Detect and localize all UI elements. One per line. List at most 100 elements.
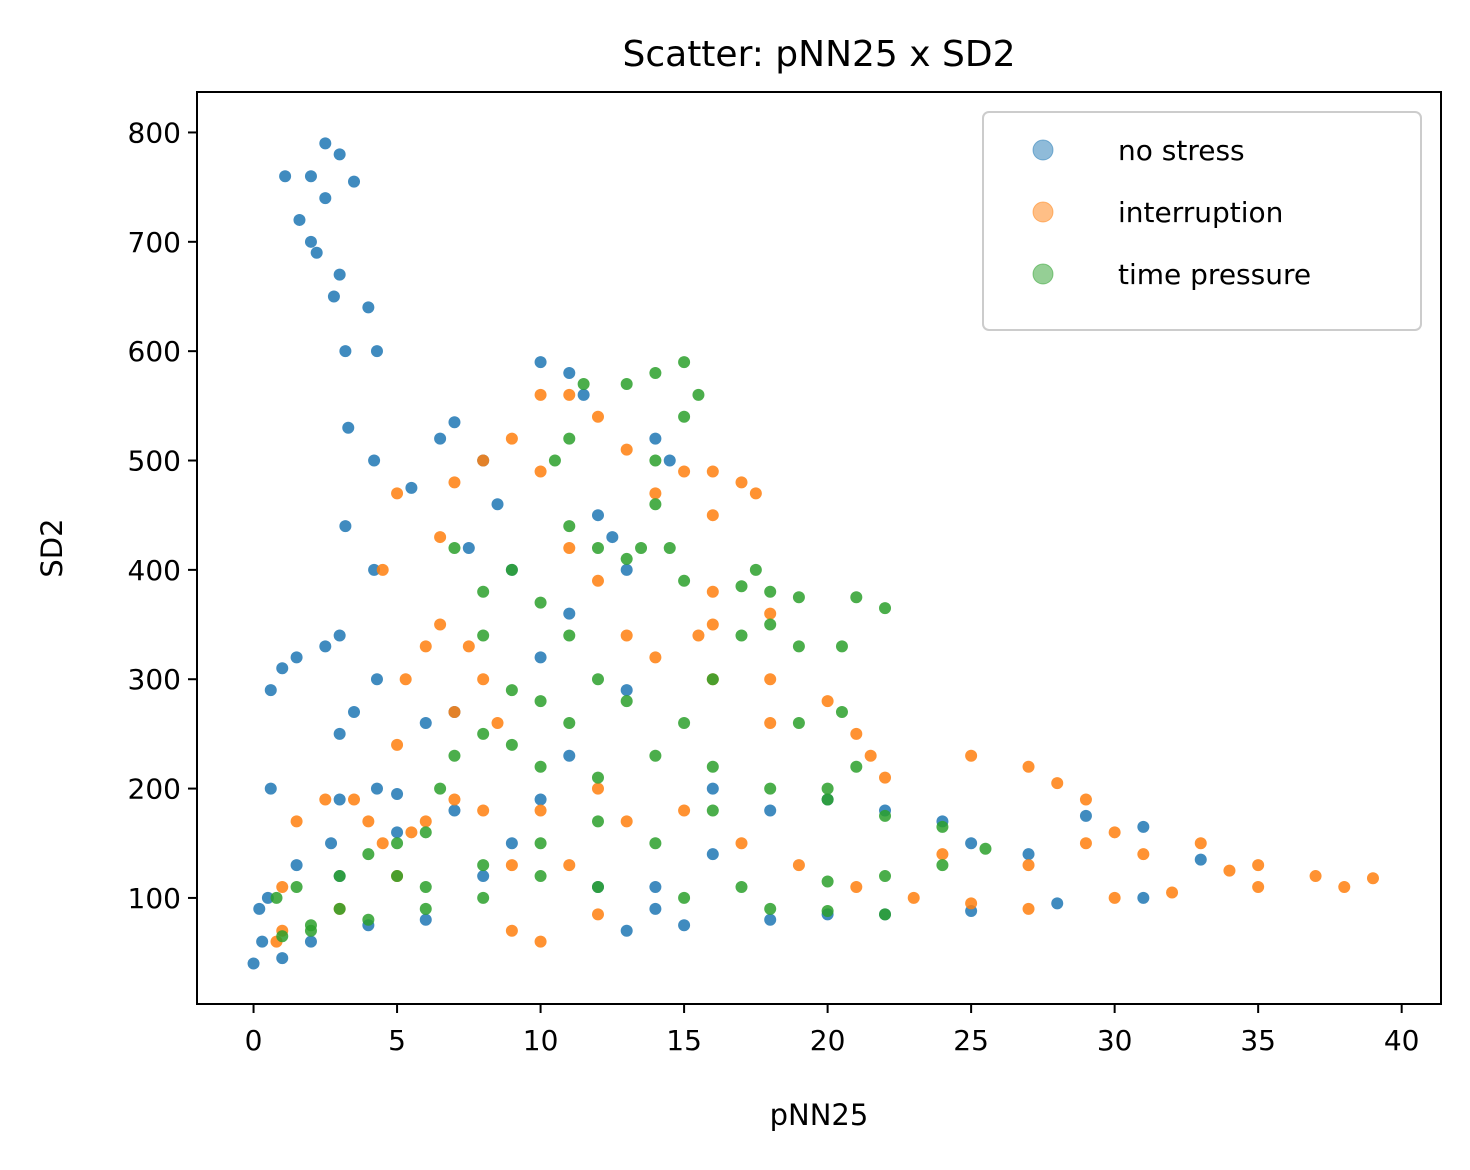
point <box>620 924 633 937</box>
point <box>764 618 777 631</box>
point <box>391 738 404 751</box>
point <box>792 640 805 653</box>
point <box>319 137 332 150</box>
point <box>1137 891 1150 904</box>
point <box>678 356 691 369</box>
point <box>376 563 389 576</box>
point <box>936 820 949 833</box>
point <box>419 880 432 893</box>
point <box>936 859 949 872</box>
point <box>348 175 361 188</box>
point <box>370 782 383 795</box>
point <box>534 695 547 708</box>
point <box>534 388 547 401</box>
point <box>563 716 576 729</box>
point <box>678 410 691 423</box>
point <box>563 859 576 872</box>
point <box>1051 777 1064 790</box>
legend-marker <box>1032 139 1054 161</box>
point <box>591 782 604 795</box>
point <box>256 935 269 948</box>
point <box>391 487 404 500</box>
point <box>936 848 949 861</box>
point <box>477 629 490 642</box>
point <box>448 706 461 719</box>
point <box>678 891 691 904</box>
point <box>965 749 978 762</box>
point <box>333 148 346 161</box>
point <box>448 416 461 429</box>
point <box>505 684 518 697</box>
point <box>319 793 332 806</box>
point <box>477 804 490 817</box>
y-tick-label: 600 <box>128 335 181 368</box>
point <box>462 640 475 653</box>
point <box>1051 897 1064 910</box>
point <box>304 919 317 932</box>
point <box>276 930 289 943</box>
point <box>620 695 633 708</box>
point <box>348 706 361 719</box>
point <box>325 837 338 850</box>
point <box>264 684 277 697</box>
legend-label: no stress <box>1118 134 1245 167</box>
point <box>1022 848 1035 861</box>
point <box>276 952 289 965</box>
y-tick-label: 300 <box>128 663 181 696</box>
point <box>290 859 303 872</box>
x-tick-label: 10 <box>523 1024 559 1057</box>
point <box>362 301 375 314</box>
point <box>434 782 447 795</box>
point <box>678 465 691 478</box>
point <box>749 563 762 576</box>
point <box>649 367 662 380</box>
point <box>448 804 461 817</box>
point <box>1309 870 1322 883</box>
point <box>1137 820 1150 833</box>
point <box>606 531 619 544</box>
x-tick-label: 15 <box>666 1024 702 1057</box>
point <box>663 542 676 554</box>
x-tick-label: 35 <box>1240 1024 1276 1057</box>
point <box>591 771 604 784</box>
point <box>419 913 432 926</box>
point <box>1022 859 1035 872</box>
point <box>635 542 648 554</box>
point <box>649 651 662 664</box>
point <box>261 891 274 904</box>
point <box>735 837 748 850</box>
point <box>419 815 432 828</box>
point <box>505 432 518 445</box>
point <box>477 891 490 904</box>
point <box>563 367 576 380</box>
point <box>491 716 504 729</box>
point <box>304 935 317 948</box>
x-tick-label: 5 <box>388 1024 406 1057</box>
point <box>419 640 432 653</box>
x-tick-label: 25 <box>953 1024 989 1057</box>
point <box>706 782 719 795</box>
plot-area <box>247 137 1379 970</box>
point <box>620 377 633 390</box>
point <box>362 913 375 926</box>
point <box>591 410 604 423</box>
point <box>327 290 340 303</box>
x-tick-label: 20 <box>810 1024 846 1057</box>
point <box>448 476 461 489</box>
point <box>706 848 719 861</box>
point <box>706 465 719 478</box>
point <box>1108 826 1121 839</box>
y-tick-label: 100 <box>128 882 181 915</box>
point <box>534 804 547 817</box>
point <box>1079 793 1092 806</box>
point <box>1022 760 1035 773</box>
point <box>477 859 490 872</box>
point <box>591 908 604 921</box>
point <box>391 837 404 850</box>
chart-title: Scatter: pNN25 x SD2 <box>622 34 1015 75</box>
point <box>678 919 691 932</box>
point <box>534 651 547 664</box>
y-tick-label: 700 <box>128 226 181 259</box>
y-tick-label: 400 <box>128 554 181 587</box>
point <box>563 629 576 642</box>
